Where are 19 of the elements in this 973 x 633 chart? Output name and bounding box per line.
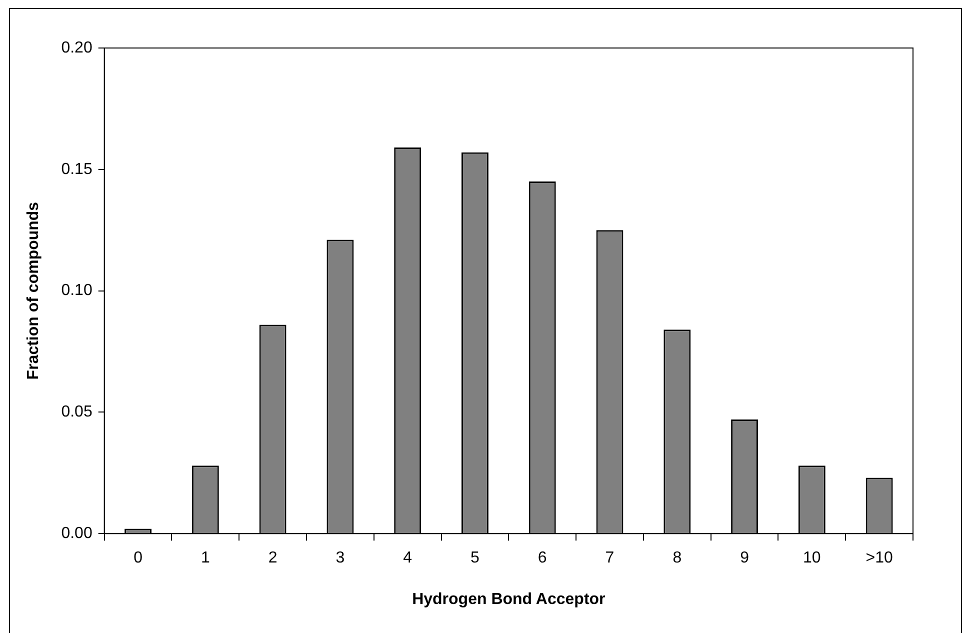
x-tick-label: 6 xyxy=(538,550,547,567)
x-tick-label: >10 xyxy=(866,550,893,567)
y-axis-title: Fraction of compounds xyxy=(25,202,42,380)
x-axis-title: Hydrogen Bond Acceptor xyxy=(412,590,606,608)
x-tick-label: 1 xyxy=(200,550,210,567)
x-tick-label: 10 xyxy=(803,550,821,567)
x-tick-label: 8 xyxy=(672,550,682,567)
x-tick-label: 5 xyxy=(470,550,480,567)
y-tick-label: 0.15 xyxy=(61,160,92,178)
y-tick-label: 0.05 xyxy=(61,404,92,421)
y-tick-label: 0.20 xyxy=(61,39,92,56)
y-tick-label: 0.10 xyxy=(61,282,92,300)
y-tick-label: 0.00 xyxy=(61,525,92,542)
x-tick-label: 2 xyxy=(268,550,278,567)
x-tick-label: 9 xyxy=(740,550,750,567)
x-tick-label: 4 xyxy=(403,550,412,567)
x-tick-label: 7 xyxy=(605,550,614,567)
x-tick-label: 0 xyxy=(134,550,143,567)
x-tick-label: 3 xyxy=(336,550,345,567)
